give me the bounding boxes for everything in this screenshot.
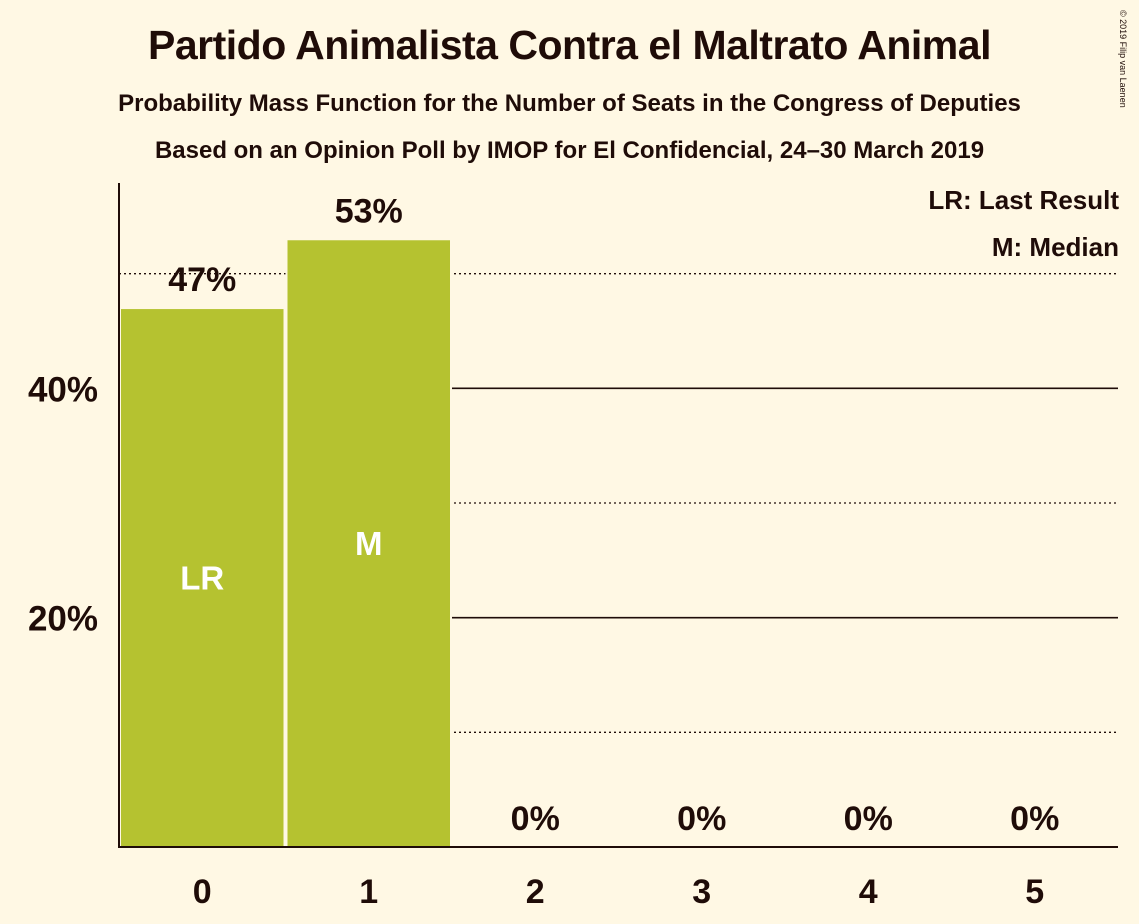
data-label: 0%: [844, 800, 893, 838]
chart-subtitle: Probability Mass Function for the Number…: [118, 90, 1021, 117]
x-tick-label: 1: [359, 873, 378, 911]
x-tick-label: 4: [859, 873, 878, 911]
bar: [119, 307, 286, 849]
data-label: 0%: [677, 800, 726, 838]
data-label: 47%: [168, 261, 236, 299]
legend-median: M: Median: [991, 232, 1119, 262]
x-tick-label: 2: [526, 873, 545, 911]
legend-last-result: LR: Last Result: [928, 185, 1119, 215]
data-label: 0%: [511, 800, 560, 838]
chart-title: Partido Animalista Contra el Maltrato An…: [148, 22, 991, 68]
x-tick-label: 5: [1025, 873, 1044, 911]
y-tick-label: 20%: [28, 600, 98, 639]
bar-marker-label: M: [355, 525, 383, 562]
x-tick-label: 3: [692, 873, 711, 911]
data-label: 53%: [335, 192, 403, 230]
chart-source: Based on an Opinion Poll by IMOP for El …: [154, 137, 985, 164]
bar-marker-label: LR: [180, 560, 224, 597]
bar: [285, 238, 452, 848]
x-tick-label: 0: [193, 873, 212, 911]
y-tick-label: 40%: [28, 370, 98, 409]
data-label: 0%: [1010, 800, 1059, 838]
